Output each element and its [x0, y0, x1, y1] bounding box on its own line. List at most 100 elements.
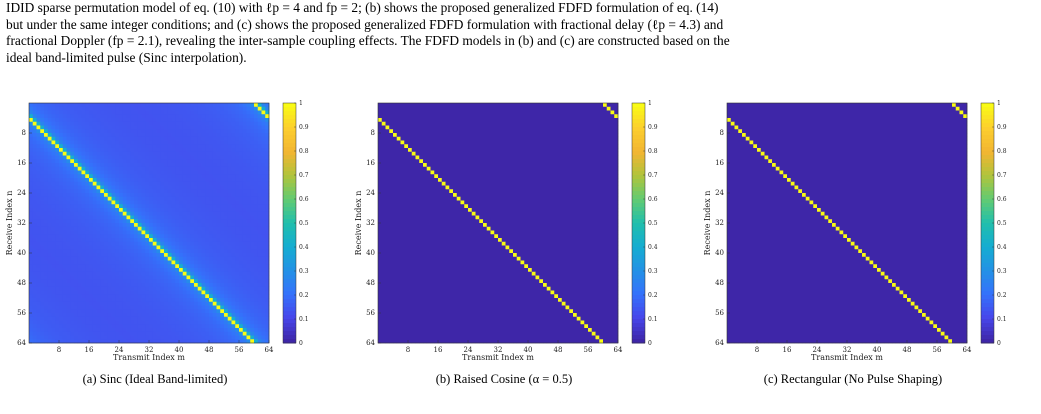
heatmap-cell	[257, 260, 262, 265]
heatmap-cell	[152, 313, 157, 318]
heatmap-cell	[216, 275, 221, 280]
heatmap-cell	[36, 106, 41, 111]
heatmap-cell	[576, 103, 581, 108]
heatmap-cell	[430, 140, 435, 145]
heatmap-cell	[164, 200, 169, 205]
heatmap-cell	[62, 234, 67, 239]
heatmap-cell	[167, 185, 172, 190]
heatmap-cell	[137, 144, 142, 149]
heatmap-cell	[246, 118, 251, 123]
heatmap-cell	[96, 155, 101, 160]
heatmap-cell	[186, 249, 191, 254]
heatmap-cell	[250, 118, 255, 123]
heatmap-cell	[599, 129, 604, 134]
heatmap-cell	[137, 215, 142, 220]
heatmap-cell	[74, 264, 79, 269]
heatmap-cell	[111, 170, 116, 175]
heatmap-cell	[194, 249, 199, 254]
heatmap-cell	[558, 129, 563, 134]
heatmap-cell	[74, 215, 79, 220]
heatmap-cell	[205, 133, 210, 138]
heatmap-cell	[137, 316, 142, 321]
heatmap-cell	[137, 238, 142, 243]
y-tick-label: 16	[17, 159, 26, 167]
heatmap-cell	[107, 208, 112, 213]
heatmap-cell	[186, 226, 191, 231]
heatmap-cell	[460, 114, 465, 119]
x-tick-label: 16	[85, 346, 94, 354]
heatmap-cell	[119, 316, 124, 321]
heatmap-cell	[212, 234, 217, 239]
heatmap-cell	[171, 324, 176, 329]
heatmap-cell	[182, 136, 187, 141]
heatmap-cell	[77, 215, 82, 220]
heatmap-cell	[107, 211, 112, 216]
heatmap-cell	[66, 148, 71, 153]
heatmap-cell	[111, 196, 116, 201]
heatmap-cell	[119, 331, 124, 336]
heatmap-cell	[66, 253, 71, 258]
heatmap-cell	[456, 121, 461, 126]
heatmap-cell	[137, 193, 142, 198]
heatmap-cell	[246, 125, 251, 130]
heatmap-cell	[220, 140, 225, 145]
heatmap-cell	[197, 298, 202, 303]
heatmap-cell	[96, 253, 101, 258]
heatmap-cell	[32, 215, 37, 220]
heatmap-cell	[122, 151, 127, 156]
heatmap-cell	[182, 155, 187, 160]
heatmap-cell	[554, 133, 559, 138]
heatmap-cell	[104, 211, 109, 216]
heatmap-cell	[59, 121, 64, 126]
heatmap-cell	[96, 129, 101, 134]
heatmap-cell	[475, 133, 480, 138]
heatmap-cell	[29, 174, 34, 179]
heatmap-cell	[186, 305, 191, 310]
heatmap-cell	[239, 196, 244, 201]
heatmap-cell	[242, 133, 247, 138]
heatmap-cell	[122, 316, 127, 321]
heatmap-cell	[89, 339, 94, 344]
heatmap-cell	[164, 245, 169, 250]
heatmap-cell	[250, 294, 255, 299]
heatmap-cell	[220, 249, 225, 254]
heatmap-cell	[179, 215, 184, 220]
heatmap-cell	[36, 159, 41, 164]
heatmap-cell	[160, 189, 165, 194]
heatmap-cell	[107, 320, 112, 325]
heatmap-cell	[573, 129, 578, 134]
heatmap-cell	[141, 264, 146, 269]
heatmap-cell	[201, 271, 206, 276]
heatmap-cell	[152, 144, 157, 149]
heatmap-cell	[483, 121, 488, 126]
heatmap-cell	[107, 283, 112, 288]
heatmap-cell	[62, 264, 67, 269]
heatmap-cell	[81, 226, 86, 231]
heatmap-cell	[231, 301, 236, 306]
heatmap-cell	[164, 279, 169, 284]
heatmap-cell	[201, 313, 206, 318]
heatmap-cell	[107, 316, 112, 321]
heatmap-cell	[498, 133, 503, 138]
heatmap-cell	[216, 144, 221, 149]
heatmap-cell	[434, 144, 439, 149]
heatmap-cell	[47, 121, 52, 126]
heatmap-cell	[182, 121, 187, 126]
heatmap-cell	[115, 298, 120, 303]
heatmap-cell	[134, 110, 139, 115]
heatmap-cell	[201, 249, 206, 254]
heatmap-cell	[227, 181, 232, 186]
colorbar-swatch	[283, 207, 296, 212]
heatmap-cell	[85, 279, 90, 284]
colorbar-swatch	[283, 179, 296, 184]
heatmap-cell	[212, 245, 217, 250]
heatmap-cell	[209, 219, 214, 224]
heatmap-cell	[197, 241, 202, 246]
heatmap-cell	[441, 125, 446, 130]
heatmap-cell	[29, 331, 34, 336]
heatmap-cell	[51, 309, 56, 314]
heatmap-cell	[104, 241, 109, 246]
heatmap-cell	[591, 110, 596, 115]
heatmap-cell	[220, 298, 225, 303]
heatmap-cell	[164, 328, 169, 333]
